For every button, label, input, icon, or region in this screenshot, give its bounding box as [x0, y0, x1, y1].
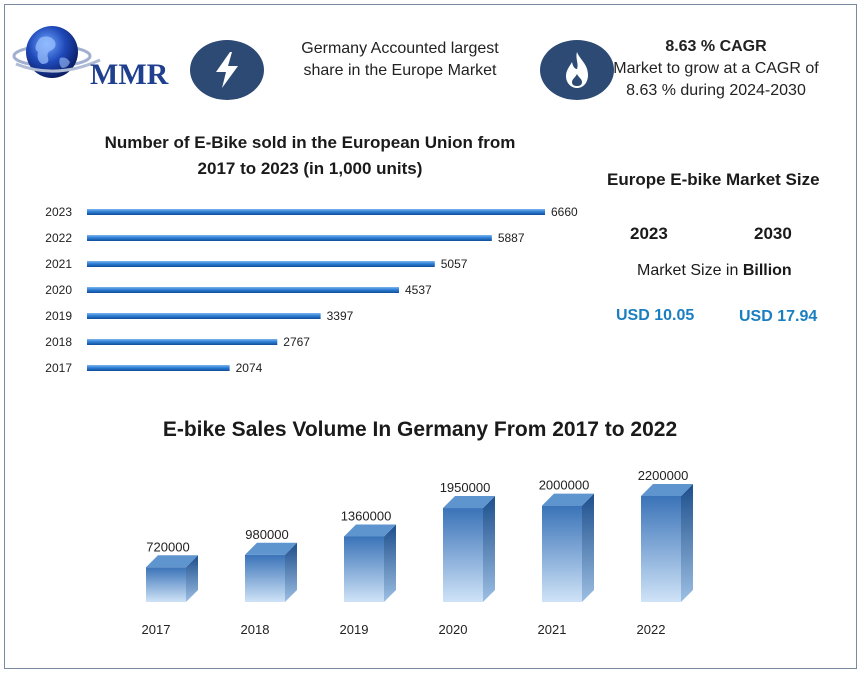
germany-bar-side — [483, 496, 495, 602]
eu-data-label: 5057 — [441, 257, 468, 271]
eu-chart-title-line-2: 2017 to 2023 (in 1,000 units) — [197, 159, 423, 178]
market-size-label-unit: Billion — [742, 262, 792, 279]
market-size-title: Europe E-bike Market Size — [607, 170, 820, 189]
germany-bar-top — [641, 484, 693, 496]
cagr-title: 8.63 % CAGR — [665, 38, 767, 55]
germany-share-line-1: Germany Accounted largest — [301, 40, 499, 57]
germany-bar-side — [285, 542, 297, 602]
germany-data-label: 980000 — [245, 527, 288, 542]
market-size-year-2030: 2030 — [754, 224, 792, 243]
germany-share-line-2: share in the Europe Market — [303, 62, 497, 79]
flame-icon — [566, 52, 588, 88]
germany-share-text: Germany Accounted largest share in the E… — [280, 38, 520, 82]
germany-bar-side — [681, 484, 693, 602]
germany-data-label: 1950000 — [440, 480, 491, 495]
germany-bar-top — [542, 493, 594, 506]
eu-data-label: 2074 — [236, 361, 263, 375]
germany-bar-side — [384, 524, 396, 602]
germany-data-label: 720000 — [146, 539, 189, 554]
eu-bar — [87, 287, 400, 293]
germany-bar — [641, 496, 681, 602]
germany-bar — [344, 536, 384, 602]
germany-category-label: 2018 — [241, 622, 270, 637]
germany-bar — [542, 505, 582, 602]
eu-bar — [87, 235, 492, 241]
eu-chart-title: Number of E-Bike sold in the European Un… — [60, 130, 560, 182]
market-size-label-prefix: Market Size in — [637, 262, 743, 279]
germany-data-label: 1360000 — [341, 508, 392, 523]
germany-bar-top — [245, 542, 297, 555]
germany-bar-side — [582, 493, 594, 602]
eu-bar — [87, 339, 278, 345]
eu-data-label: 4537 — [405, 283, 432, 297]
germany-category-label: 2019 — [340, 622, 369, 637]
cagr-line-2: 8.63 % during 2024-2030 — [626, 82, 806, 99]
lightning-badge — [190, 40, 264, 100]
germany-category-label: 2017 — [142, 622, 171, 637]
eu-bar — [87, 313, 321, 319]
eu-data-label: 6660 — [551, 205, 578, 219]
market-size-value-2030: USD 17.94 — [739, 308, 818, 325]
cagr-line-1: Market to grow at a CAGR of — [613, 60, 819, 77]
eu-data-label: 2767 — [283, 335, 310, 349]
infographic-frame — [4, 4, 857, 669]
eu-chart-title-line-1: Number of E-Bike sold in the European Un… — [104, 133, 516, 152]
market-size-label: Market Size in Billion — [637, 262, 792, 280]
eu-category-label: 2017 — [45, 361, 72, 375]
germany-category-label: 2022 — [637, 622, 666, 637]
market-size-value-2023: USD 10.05 — [616, 307, 695, 324]
germany-chart-title: E-bike Sales Volume In Germany From 2017… — [162, 418, 678, 441]
eu-category-label: 2020 — [45, 283, 72, 297]
germany-data-label: 2200000 — [638, 468, 689, 483]
cagr-text: 8.63 % CAGR Market to grow at a CAGR of … — [606, 36, 826, 102]
germany-bar — [443, 508, 483, 602]
eu-bar — [87, 365, 230, 371]
market-size-year-2023: 2023 — [630, 224, 668, 243]
eu-category-label: 2018 — [45, 335, 72, 349]
eu-category-label: 2021 — [45, 257, 72, 271]
eu-category-label: 2023 — [45, 205, 72, 219]
logo-text: MMR — [90, 58, 169, 91]
eu-category-label: 2019 — [45, 309, 72, 323]
germany-bar-top — [443, 496, 495, 509]
globe-icon — [12, 26, 101, 78]
eu-category-label: 2022 — [45, 231, 72, 245]
germany-category-label: 2020 — [439, 622, 468, 637]
germany-data-label: 2000000 — [539, 478, 590, 493]
germany-bar — [146, 567, 186, 602]
germany-category-label: 2021 — [538, 622, 567, 637]
eu-data-label: 5887 — [498, 231, 525, 245]
germany-bar-top — [344, 524, 396, 537]
flame-badge — [540, 40, 614, 100]
logo: MMR — [12, 20, 172, 91]
eu-data-label: 3397 — [327, 309, 354, 323]
germany-bar-side — [186, 555, 198, 602]
germany-bar — [245, 554, 285, 602]
lightning-bolt-icon — [216, 52, 238, 88]
germany-bar-top — [146, 555, 198, 568]
eu-bar — [87, 261, 435, 267]
eu-bar — [87, 209, 545, 215]
